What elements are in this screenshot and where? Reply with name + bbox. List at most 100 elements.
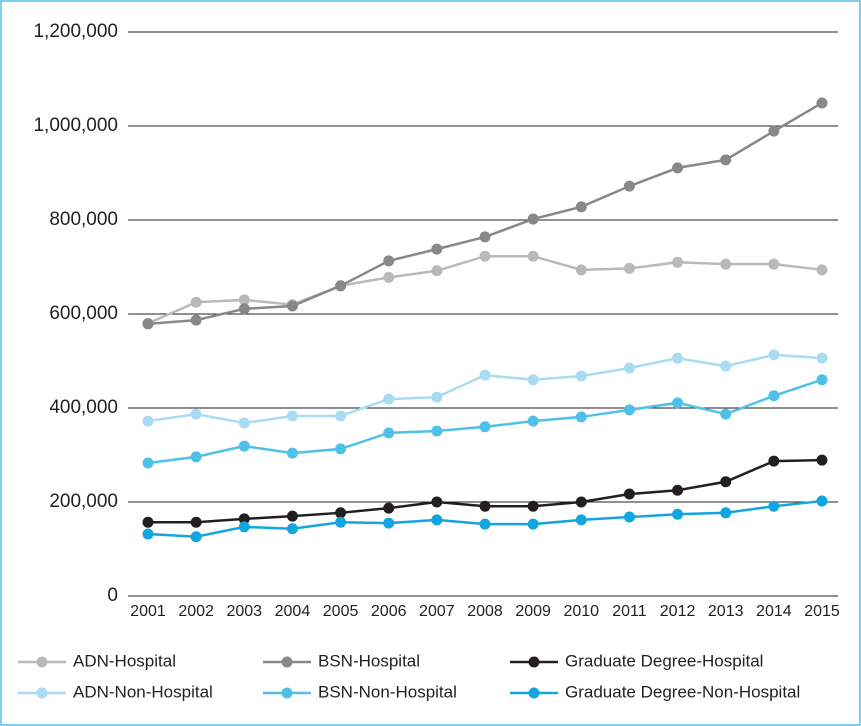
legend-swatch-marker bbox=[281, 687, 293, 699]
data-point bbox=[575, 496, 587, 508]
x-tick-label: 2011 bbox=[612, 603, 647, 620]
data-point bbox=[142, 415, 154, 427]
data-point bbox=[238, 440, 250, 452]
legend-label: ADN-Hospital bbox=[73, 651, 176, 670]
x-tick-label: 2008 bbox=[467, 603, 503, 620]
data-point bbox=[816, 495, 828, 507]
data-point bbox=[335, 443, 347, 455]
data-point bbox=[768, 258, 780, 270]
data-point bbox=[142, 528, 154, 540]
data-point bbox=[720, 507, 732, 519]
y-tick-label: 200,000 bbox=[49, 491, 118, 512]
x-tick-label: 2004 bbox=[275, 603, 311, 620]
data-point bbox=[190, 314, 202, 326]
data-point bbox=[335, 516, 347, 528]
data-point bbox=[720, 154, 732, 166]
data-point bbox=[383, 271, 395, 283]
data-point bbox=[383, 517, 395, 529]
data-point bbox=[142, 516, 154, 528]
data-point bbox=[383, 427, 395, 439]
data-point bbox=[335, 507, 347, 519]
data-point bbox=[527, 518, 539, 530]
data-point bbox=[575, 411, 587, 423]
data-point bbox=[383, 255, 395, 267]
data-point bbox=[335, 410, 347, 422]
data-point bbox=[142, 318, 154, 330]
x-tick-label: 2003 bbox=[226, 603, 262, 620]
data-point bbox=[190, 516, 202, 528]
legend-swatch-marker bbox=[528, 656, 540, 668]
data-point bbox=[238, 294, 250, 306]
data-point bbox=[286, 410, 298, 422]
y-tick-label: 800,000 bbox=[49, 209, 118, 230]
data-point bbox=[190, 296, 202, 308]
data-point bbox=[479, 421, 491, 433]
data-point bbox=[479, 500, 491, 512]
x-tick-label: 2012 bbox=[660, 603, 696, 620]
data-point bbox=[431, 265, 443, 277]
data-point bbox=[720, 408, 732, 420]
data-point bbox=[190, 531, 202, 543]
x-tick-label: 2005 bbox=[323, 603, 359, 620]
data-point bbox=[768, 500, 780, 512]
y-tick-label: 1,200,000 bbox=[33, 21, 118, 42]
data-point bbox=[238, 513, 250, 525]
data-point bbox=[623, 488, 635, 500]
data-point bbox=[527, 415, 539, 427]
data-point bbox=[816, 454, 828, 466]
data-point bbox=[672, 162, 684, 174]
data-point bbox=[431, 496, 443, 508]
data-point bbox=[816, 352, 828, 364]
data-point bbox=[575, 264, 587, 276]
y-tick-label: 1,000,000 bbox=[33, 115, 118, 136]
data-point bbox=[575, 514, 587, 526]
data-point bbox=[720, 476, 732, 488]
x-tick-label: 2006 bbox=[371, 603, 407, 620]
data-point bbox=[431, 425, 443, 437]
legend-label: BSN-Hospital bbox=[318, 651, 420, 670]
data-point bbox=[286, 447, 298, 459]
data-point bbox=[575, 370, 587, 382]
x-tick-label: 2002 bbox=[178, 603, 214, 620]
y-tick-label: 600,000 bbox=[49, 303, 118, 324]
legend-swatch-marker bbox=[281, 656, 293, 668]
data-point bbox=[768, 455, 780, 467]
data-point bbox=[527, 250, 539, 262]
data-point bbox=[672, 352, 684, 364]
data-point bbox=[238, 521, 250, 533]
data-point bbox=[431, 391, 443, 403]
data-point bbox=[335, 280, 347, 292]
y-tick-label: 0 bbox=[107, 585, 118, 606]
data-point bbox=[527, 500, 539, 512]
legend-swatch-marker bbox=[36, 656, 48, 668]
data-point bbox=[479, 250, 491, 262]
data-point bbox=[672, 484, 684, 496]
legend-label: Graduate Degree-Non-Hospital bbox=[565, 682, 800, 701]
x-tick-label: 2009 bbox=[515, 603, 551, 620]
x-tick-label: 2015 bbox=[804, 603, 840, 620]
data-point bbox=[431, 243, 443, 255]
x-tick-label: 2007 bbox=[419, 603, 455, 620]
data-point bbox=[479, 231, 491, 243]
data-point bbox=[479, 518, 491, 530]
data-point bbox=[816, 264, 828, 276]
data-point bbox=[816, 374, 828, 386]
data-point bbox=[527, 374, 539, 386]
legend-swatch-marker bbox=[36, 687, 48, 699]
data-point bbox=[623, 404, 635, 416]
legend-label: BSN-Non-Hospital bbox=[318, 682, 457, 701]
data-point bbox=[286, 300, 298, 312]
series-line bbox=[147, 101, 823, 326]
data-point bbox=[142, 457, 154, 469]
data-point bbox=[623, 362, 635, 374]
data-point bbox=[768, 125, 780, 137]
x-tick-label: 2010 bbox=[563, 603, 599, 620]
data-point bbox=[816, 97, 828, 109]
data-point bbox=[768, 390, 780, 402]
data-point bbox=[479, 369, 491, 381]
data-point bbox=[623, 511, 635, 523]
legend-label: Graduate Degree-Hospital bbox=[565, 651, 763, 670]
data-point bbox=[383, 502, 395, 514]
